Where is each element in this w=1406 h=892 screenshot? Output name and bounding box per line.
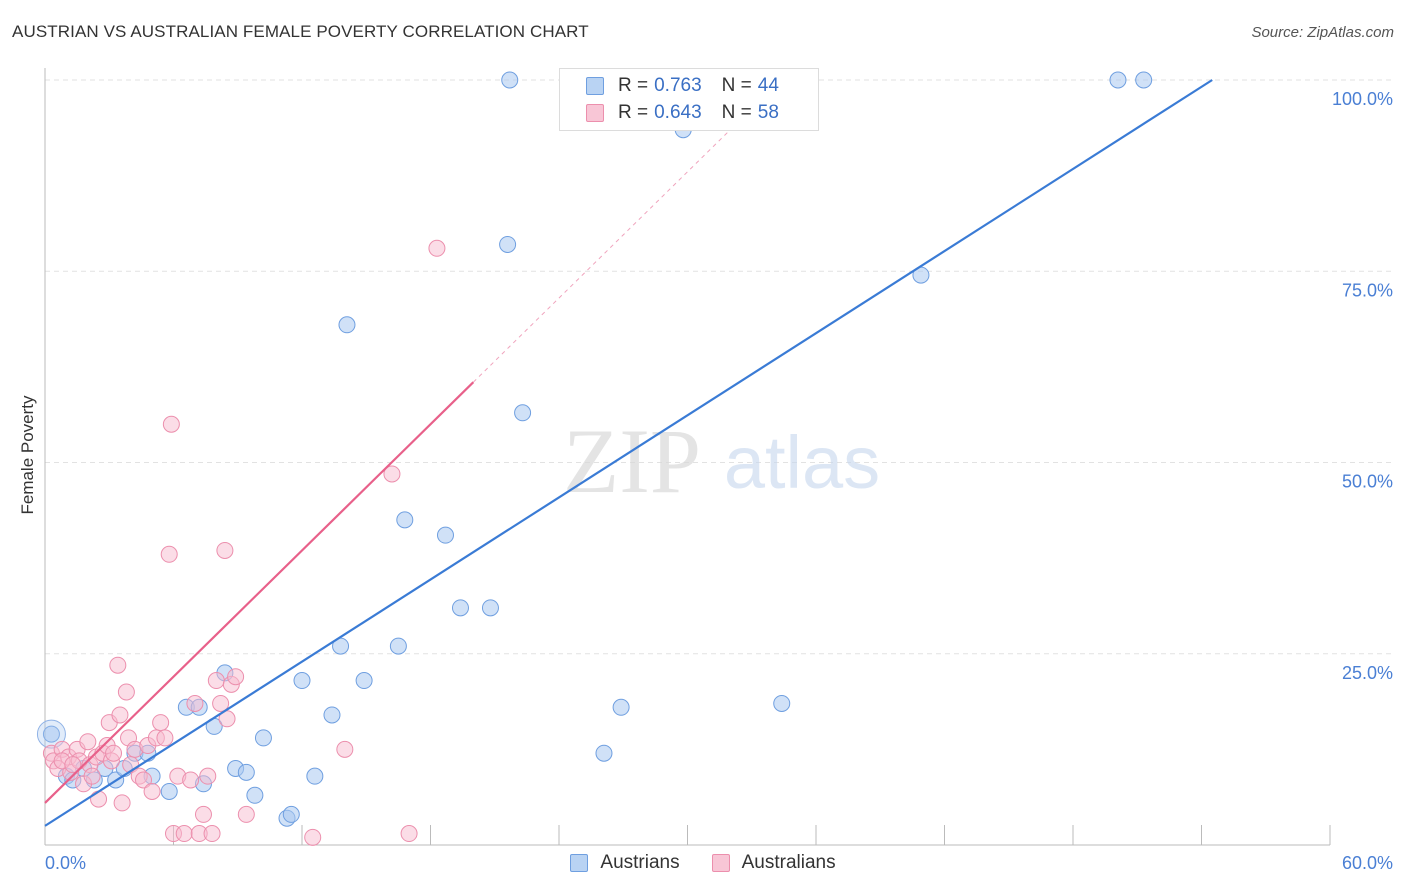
legend-swatch-austrians [586,77,604,95]
australian-point [83,767,101,785]
austrian-point [389,637,407,655]
australian-point [203,825,221,843]
australian-point [194,805,212,823]
australian-point [111,706,129,724]
legend-n-value: 44 [757,75,779,96]
watermark-zip: ZIP [563,410,701,512]
australian-point [79,733,97,751]
austrian-point [42,725,60,743]
australian-point [336,740,354,758]
austrian-point [595,744,613,762]
legend-swatch-australians [586,104,604,122]
austrian-point [436,526,454,544]
legend: R = 0.763 N = 44 R = 0.643 N = 58 [559,68,819,131]
australian-point [237,805,255,823]
australian-point [212,694,230,712]
austrian-point [323,706,341,724]
legend-n-value: 58 [757,102,779,123]
austrians-trend-line [44,79,1213,827]
watermark-atlas: atlas [724,421,880,504]
austrian-point [237,763,255,781]
series-legend-australians[interactable]: Australians [711,852,836,874]
australian-point [152,714,170,732]
australian-point [428,239,446,257]
australian-point [227,668,245,686]
australian-point [90,790,108,808]
australian-point [113,794,131,812]
austrian-point [160,782,178,800]
australians-label: Australians [741,852,836,873]
chart-title: AUSTRIAN VS AUSTRALIAN FEMALE POVERTY CO… [12,22,589,41]
australian-point [182,771,200,789]
legend-r-value: 0.763 [654,75,702,96]
austrian-point [1135,71,1153,89]
x-tick-label: 0.0% [45,853,86,873]
legend-n-label: N = [721,102,752,123]
x-tick-label: 60.0% [1342,853,1393,873]
watermark: ZIP atlas [563,410,880,512]
australian-point [207,672,225,690]
austrian-point [773,694,791,712]
austrian-point [481,599,499,617]
austrian-point [293,672,311,690]
australian-point [117,683,135,701]
austrian-point [246,786,264,804]
legend-row-austrians: R = 0.763 N = 44 [586,74,779,98]
legend-r-value: 0.643 [654,102,702,123]
legend-r-label: R = [618,75,649,96]
trend-lines [44,79,1213,827]
australian-point [175,825,193,843]
austrian-point [338,316,356,334]
austrian-point [612,698,630,716]
australian-point [216,541,234,559]
legend-row-australians: R = 0.643 N = 58 [586,101,779,125]
austrian-point [499,235,517,253]
tick-labels: 25.0% 50.0% 75.0% 100.0% 0.0% 60.0% [45,89,1393,873]
australians-trend-extension [472,129,731,383]
australian-point [383,465,401,483]
y-tick-label: 50.0% [1342,472,1393,492]
australian-point [304,828,322,846]
series-legend-austrians[interactable]: Austrians [570,852,680,874]
australian-point [135,771,153,789]
austrian-point [282,805,300,823]
australian-point [156,729,174,747]
austrians-label: Austrians [600,852,680,873]
legend-n-label: N = [721,75,752,96]
austrian-point [1109,71,1127,89]
australian-point [160,545,178,563]
australians-trend-line [44,381,475,804]
australian-point [162,415,180,433]
australians-swatch [711,854,730,872]
australian-point [143,782,161,800]
austrian-point [254,729,272,747]
grid-lines [45,79,1392,655]
austrian-point [451,599,469,617]
austrian-point [396,511,414,529]
australian-point [400,825,418,843]
austrians-swatch [570,854,589,872]
y-tick-label: 100.0% [1332,89,1393,109]
y-tick-label: 75.0% [1342,280,1393,300]
legend-r-label: R = [618,102,649,123]
austrian-point [355,672,373,690]
austrian-point [514,404,532,422]
austrian-point [501,71,519,89]
y-tick-label: 25.0% [1342,663,1393,683]
australian-point [186,694,204,712]
australian-point [105,744,123,762]
series-legend: Austrians Australians [0,852,1406,874]
australian-point [64,756,82,774]
australians-points [42,239,446,846]
austrian-point [306,767,324,785]
axes [44,68,1331,846]
australian-point [199,767,217,785]
chart-source: Source: ZipAtlas.com [1251,24,1394,41]
australian-point [109,656,127,674]
